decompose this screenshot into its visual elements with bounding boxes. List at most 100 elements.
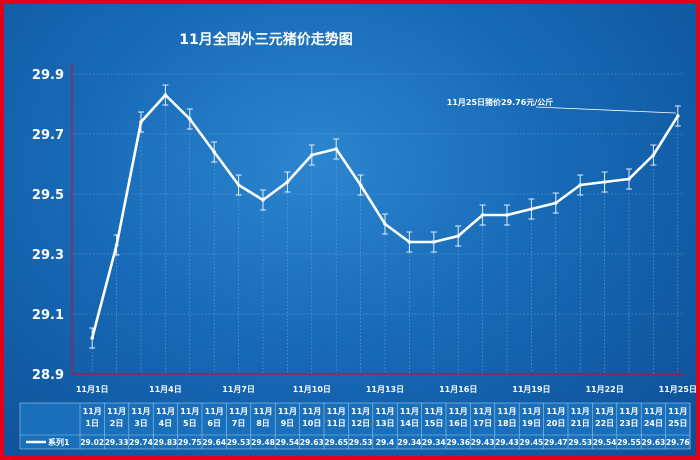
x-tick-label: 11月16日 — [439, 385, 477, 394]
table-header-cell: 18日 — [497, 419, 516, 428]
table-header-cell: 12日 — [351, 419, 370, 428]
table-header-cell: 22日 — [595, 419, 614, 428]
table-header-cell: 11月 — [107, 407, 126, 416]
table-value-cell: 29.45 — [520, 438, 544, 447]
annotation-text: 11月25日猪价29.76元/公斤 — [447, 97, 554, 107]
data-point — [188, 117, 192, 121]
table-header-cell: 11月 — [351, 407, 370, 416]
table-value-cell: 29.63 — [642, 438, 666, 447]
table-value-cell: 29.53 — [568, 438, 592, 447]
gridlines — [72, 73, 684, 374]
data-point — [651, 153, 656, 157]
annotation-group: 11月25日猪价29.76元/公斤 — [447, 97, 676, 114]
table-header-cell: 11月 — [595, 407, 614, 416]
data-point — [627, 177, 631, 181]
table-header-cell: 5日 — [183, 419, 197, 428]
table-value-cell: 29.65 — [324, 438, 348, 447]
y-axis-ticks: 28.9 29.1 29.3 29.5 29.7 29.9 — [32, 68, 64, 383]
table-value-cell: 29.4 — [376, 438, 395, 447]
table-value-cell: 29.34 — [422, 438, 446, 447]
data-point — [578, 183, 582, 187]
data-point — [261, 198, 265, 202]
table-header-cell: 11月 — [473, 407, 492, 416]
table-header-cell: 11月 — [424, 407, 443, 416]
table-value-cell: 29.48 — [251, 438, 275, 447]
table-header-cell: 9日 — [281, 419, 295, 428]
table-header-cell: 14日 — [400, 419, 419, 428]
table-value-cell: 29.34 — [398, 438, 422, 447]
table-value-cell: 29.33 — [105, 438, 129, 447]
data-point — [505, 213, 509, 217]
table-header-cell: 11月 — [375, 407, 394, 416]
data-point — [334, 147, 339, 151]
data-point — [163, 93, 168, 97]
table-header-cell: 24日 — [644, 419, 663, 428]
data-point — [236, 183, 241, 187]
table-header-cell: 7日 — [232, 419, 246, 428]
table-header-cell: 11月 — [522, 407, 541, 416]
table-value-cell: 29.63 — [300, 438, 324, 447]
table-header-cell: 1日 — [85, 419, 99, 428]
annotation-leader-line — [535, 106, 676, 114]
legend-label: 系列1 — [48, 437, 70, 447]
data-point — [114, 243, 119, 247]
data-point — [676, 114, 680, 118]
table-value-cell: 29.53 — [349, 438, 373, 447]
table-header-cell: 11月 — [571, 407, 590, 416]
data-point — [602, 180, 607, 184]
data-point — [383, 222, 387, 226]
data-point — [480, 213, 485, 217]
table-header-cell: 17日 — [473, 419, 492, 428]
line-chart: 11月全国外三元猪价走势图 28.9 29.1 29.3 29.5 29.7 29.9 1… — [19, 31, 696, 450]
data-point — [432, 240, 436, 244]
table-header-cell: 11月 — [327, 407, 346, 416]
table-header-cell: 11月 — [156, 407, 175, 416]
table-header-cell: 11月 — [131, 407, 150, 416]
data-point — [456, 234, 461, 238]
table-header-cell: 11月 — [205, 407, 224, 416]
table-header-cell: 11月 — [619, 407, 638, 416]
chart-title: 11月全国外三元猪价走势图 — [179, 31, 352, 48]
axes — [71, 64, 684, 375]
x-tick-label: 11月13日 — [366, 385, 404, 394]
x-tick-label: 11月10日 — [293, 385, 331, 394]
table-header-cell: 11月 — [400, 407, 419, 416]
table-header-cell: 16日 — [449, 419, 468, 428]
table-value-cell: 29.36 — [446, 438, 470, 447]
table-header-cell: 11月 — [449, 407, 468, 416]
data-point — [90, 336, 94, 340]
table-value-cell: 29.55 — [617, 438, 641, 447]
y-tick-label: 29.7 — [32, 128, 64, 143]
x-tick-label: 11月1日 — [76, 385, 109, 394]
table-header-cell: 21日 — [571, 419, 590, 428]
table-header-cell: 11月 — [302, 407, 321, 416]
table-header-cell: 11月 — [180, 407, 199, 416]
table-value-cell: 29.75 — [178, 438, 202, 447]
table-header-cell: 11月 — [229, 407, 248, 416]
x-tick-label: 11月4日 — [149, 385, 182, 394]
data-table: 系列1 11月 1日 29.02 11月 2日 29.33 11月 3日 29.74 11月 4日 29… — [19, 402, 691, 450]
table-value-cell: 29.64 — [202, 438, 226, 447]
data-point — [358, 183, 363, 187]
data-point — [554, 201, 558, 205]
table-value-cell: 29.02 — [80, 438, 104, 447]
y-tick-label: 29.3 — [32, 248, 64, 263]
table-value-cell: 29.76 — [666, 438, 690, 447]
table-header-cell: 6日 — [207, 419, 221, 428]
y-tick-label: 29.9 — [32, 68, 64, 83]
table-header-cell: 2日 — [110, 419, 124, 428]
data-point — [212, 150, 216, 154]
table-header-cell: 11月 — [546, 407, 565, 416]
x-tick-label: 11月22日 — [585, 385, 623, 394]
table-header-cell: 25日 — [668, 419, 687, 428]
table-header-cell: 11日 — [327, 419, 346, 428]
table-value-cell: 29.43 — [495, 438, 519, 447]
x-tick-label: 11月7日 — [222, 385, 255, 394]
table-value-cell: 29.74 — [129, 438, 153, 447]
table-header-cell: 4日 — [159, 419, 173, 428]
data-point — [285, 180, 290, 184]
table-header-cell: 11月 — [644, 407, 663, 416]
table-header-cell: 15日 — [424, 419, 443, 428]
table-header-cell: 13日 — [375, 419, 394, 428]
